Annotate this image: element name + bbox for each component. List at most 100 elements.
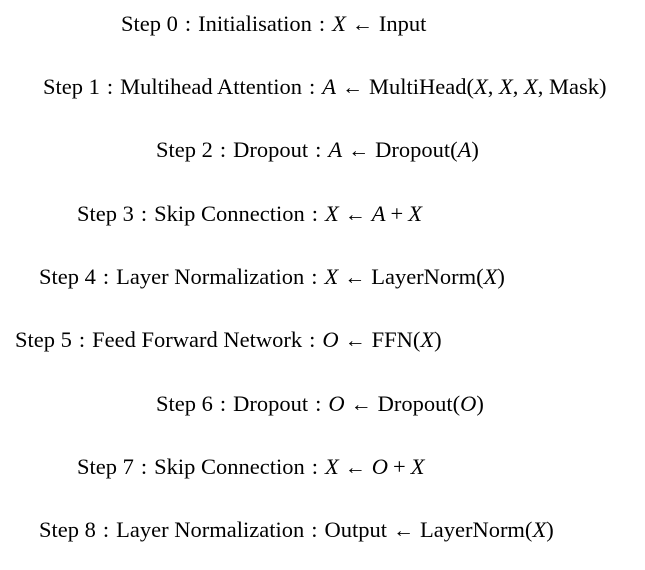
step-label: Step 4 [39, 263, 96, 289]
step-row: Step 1: Multihead Attention: A ← MultiHead(X… [43, 70, 607, 104]
step-name: Skip Connection [154, 453, 305, 479]
step-assignment: A ← Dropout(A) [328, 136, 479, 162]
assignment-target: X [325, 200, 339, 226]
assignment-expression: Input [379, 11, 427, 36]
step-label: Step 7 [77, 453, 134, 479]
step-label: Step 6 [156, 390, 213, 416]
step-colon: : [140, 453, 148, 479]
assignment-expression: A + X [372, 201, 422, 226]
assignment-target: A [322, 73, 337, 99]
left-arrow-icon: ← [350, 391, 372, 416]
expression-text: ) [476, 390, 484, 416]
math-variable: X [483, 263, 498, 289]
assignment-target: A [328, 136, 343, 162]
plus-operator: + [393, 453, 406, 479]
expression-text: LayerNorm( [371, 263, 484, 289]
left-arrow-icon: ← [392, 517, 414, 542]
step-name: Dropout [233, 136, 309, 162]
math-variable: A [457, 136, 472, 162]
name-colon: : [315, 136, 322, 162]
left-arrow-icon: ← [351, 11, 373, 36]
step-colon: : [102, 516, 110, 542]
step-assignment: Output ← LayerNorm(X) [324, 516, 554, 542]
left-arrow-icon: ← [344, 264, 366, 289]
assignment-expression: LayerNorm(X) [420, 517, 554, 542]
step-label: Step 0 [121, 10, 178, 36]
step-colon: : [219, 136, 227, 162]
step-colon: : [102, 263, 110, 289]
assignment-target: X [332, 10, 346, 36]
expression-text: ) [546, 516, 554, 542]
step-name: Feed Forward Network [92, 326, 303, 352]
left-arrow-icon: ← [344, 454, 366, 479]
assignment-target: O [322, 326, 339, 352]
step-assignment: A ← MultiHead(X, X, X, Mask) [322, 73, 606, 99]
expression-text: MultiHead( [369, 73, 475, 99]
step-assignment: O ← Dropout(O) [328, 390, 484, 416]
math-variable: X [524, 73, 538, 99]
step-assignment: X ← A + X [325, 200, 422, 226]
step-name: Multihead Attention [120, 73, 303, 99]
name-colon: : [309, 326, 316, 352]
step-name: Initialisation [198, 10, 312, 36]
assignment-expression: LayerNorm(X) [371, 264, 505, 289]
math-variable: O [371, 453, 389, 479]
math-variable: X [499, 73, 513, 99]
assignment-expression: MultiHead(X, X, X, Mask) [369, 74, 606, 99]
left-arrow-icon: ← [348, 137, 370, 162]
math-variable: X [532, 516, 547, 542]
left-arrow-icon: ← [344, 327, 366, 352]
expression-text: ) [497, 263, 505, 289]
step-label: Step 5 [15, 326, 72, 352]
name-colon: : [311, 516, 318, 542]
step-colon: : [106, 73, 114, 99]
step-colon: : [78, 326, 86, 352]
name-colon: : [311, 263, 318, 289]
expression-text: ) [434, 326, 442, 352]
assignment-target: Output [324, 516, 387, 542]
math-variable: X [474, 73, 488, 99]
math-variable: X [408, 200, 422, 226]
left-arrow-icon: ← [342, 74, 364, 99]
step-row: Step 8: Layer Normalization: Output ← LayerN… [39, 513, 554, 547]
math-variable: X [420, 326, 435, 352]
expression-text: Dropout( [377, 390, 461, 416]
assignment-expression: FFN(X) [372, 327, 442, 352]
name-colon: : [309, 73, 316, 99]
name-colon: : [318, 10, 326, 36]
assignment-expression: O + X [372, 454, 425, 479]
assignment-expression: Dropout(O) [378, 391, 484, 416]
step-row: Step 6: Dropout: O ← Dropout(O) [156, 387, 484, 421]
step-label: Step 2 [156, 136, 213, 162]
step-row: Step 4: Layer Normalization: X ← LayerNorm(X… [39, 260, 505, 294]
step-label: Step 1 [43, 73, 100, 99]
step-assignment: X ← Input [332, 10, 427, 36]
step-name: Layer Normalization [116, 263, 305, 289]
step-assignment: O ← FFN(X) [322, 326, 442, 352]
step-row: Step 0: Initialisation: X ← Input [121, 7, 426, 41]
step-name: Dropout [233, 390, 309, 416]
math-variable: X [410, 453, 425, 479]
step-name: Skip Connection [154, 200, 305, 226]
name-colon: : [315, 390, 322, 416]
step-row: Step 7: Skip Connection: X ← O + X [77, 450, 425, 484]
name-colon: : [311, 453, 319, 479]
assignment-target: O [328, 390, 345, 416]
expression-text: , Mask) [537, 73, 607, 99]
assignment-target: X [325, 453, 339, 479]
expression-text: Dropout( [375, 136, 458, 162]
step-row: Step 2: Dropout: A ← Dropout(A) [156, 133, 479, 167]
plus-operator: + [390, 200, 404, 226]
expression-text: LayerNorm( [419, 516, 533, 542]
expression-text: Input [378, 10, 427, 36]
expression-text: ) [471, 136, 479, 162]
step-colon: : [140, 200, 148, 226]
step-label: Step 3 [77, 200, 134, 226]
expression-text: FFN( [371, 326, 421, 352]
name-colon: : [311, 200, 319, 226]
math-variable: O [460, 390, 477, 416]
step-colon: : [219, 390, 227, 416]
step-assignment: X ← O + X [325, 453, 425, 479]
step-name: Layer Normalization [116, 516, 305, 542]
step-label: Step 8 [39, 516, 96, 542]
